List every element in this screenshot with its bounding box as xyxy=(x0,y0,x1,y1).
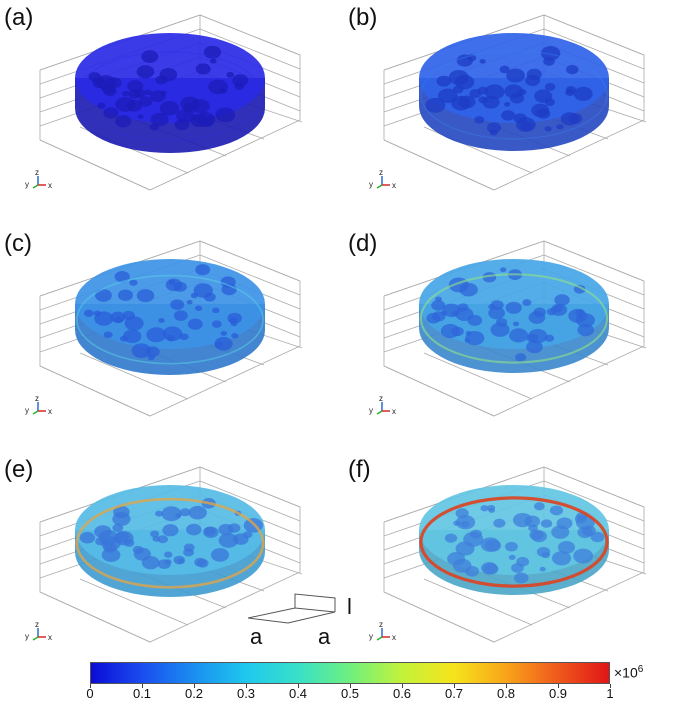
colorbar-tick-label: 0.3 xyxy=(236,686,256,701)
stress-rim xyxy=(419,273,609,364)
particle-spots xyxy=(79,498,264,570)
dim-label-a-right: a xyxy=(318,624,331,649)
y-axis-label: y xyxy=(25,406,29,415)
panel-c: x y z (c) xyxy=(0,226,344,438)
particle-spots xyxy=(444,502,605,584)
panel-label: (c) xyxy=(4,230,32,257)
disk-render-b: x yz xyxy=(369,14,647,191)
disk-render-d: x yz xyxy=(369,240,647,417)
colorbar-multiplier: ×106 xyxy=(614,664,643,681)
colorbar-tick-label: 1 xyxy=(606,686,614,701)
axes-triad: x yz xyxy=(369,620,396,642)
colorbar-tick-label: 0.1 xyxy=(132,686,152,701)
dim-label-l: l xyxy=(347,594,352,619)
multiplier-exponent: 6 xyxy=(637,664,644,675)
colorbar-tickmark xyxy=(402,684,403,688)
panel-label: (b) xyxy=(348,4,378,31)
panel-label: (d) xyxy=(348,230,378,257)
y-axis-label: y xyxy=(369,406,373,415)
axes-triad: x yz xyxy=(25,168,52,190)
disk-render-c: x yz xyxy=(25,240,303,417)
z-axis-label: z xyxy=(379,394,383,403)
disk-render-f: x yz xyxy=(369,466,647,643)
x-axis-label: x xyxy=(392,181,396,190)
dimension-sketch: a a l xyxy=(240,590,360,650)
disk-render-e: x yz xyxy=(25,466,303,643)
dimension-sketch-lines xyxy=(247,593,336,624)
axes-triad: x yz xyxy=(25,620,52,642)
x-axis-label: x xyxy=(48,633,52,642)
z-axis-label: z xyxy=(35,394,39,403)
x-axis-label: x xyxy=(392,407,396,416)
x-axis-label: x xyxy=(392,633,396,642)
colorbar-tick-label: 0.8 xyxy=(496,686,516,701)
colorbar-tick-label: 0.7 xyxy=(444,686,464,701)
stress-rim xyxy=(420,50,608,140)
dim-label-a-left: a xyxy=(250,624,263,649)
colorbar-tick-label: 0 xyxy=(86,686,94,701)
stress-rim xyxy=(75,497,265,589)
particle-spots xyxy=(88,45,249,131)
particle-spots xyxy=(425,46,593,136)
colorbar-tickmark xyxy=(350,684,351,688)
z-axis-label: z xyxy=(379,620,383,629)
particle-spots xyxy=(426,267,595,362)
stress-rim xyxy=(419,496,609,588)
axes-triad: x yz xyxy=(25,394,52,416)
colorbar xyxy=(90,662,610,684)
panel-label: (f) xyxy=(348,456,371,483)
multiplier-base: ×10 xyxy=(614,664,638,681)
y-axis-label: y xyxy=(369,632,373,641)
panel-label: (e) xyxy=(4,456,34,483)
particle-spots xyxy=(83,264,242,361)
axes-triad: x yz xyxy=(369,394,396,416)
z-axis-label: z xyxy=(379,168,383,177)
colorbar-tick-label: 0.5 xyxy=(340,686,360,701)
colorbar-tickmark xyxy=(90,684,91,688)
colorbar-tickmark xyxy=(506,684,507,688)
colorbar-tickmark xyxy=(298,684,299,688)
colorbar-tickmark xyxy=(142,684,143,688)
panel-f: x y z (f) xyxy=(344,452,688,664)
colorbar-tick-label: 0.9 xyxy=(548,686,568,701)
x-axis-label: x xyxy=(48,181,52,190)
y-axis-label: y xyxy=(25,180,29,189)
colorbar-tickmark xyxy=(246,684,247,688)
colorbar-tickmark xyxy=(454,684,455,688)
panel-e: x y z (e) xyxy=(0,452,344,664)
axes-triad: x yz xyxy=(369,168,396,190)
x-axis-label: x xyxy=(48,407,52,416)
y-axis-label: y xyxy=(25,632,29,641)
z-axis-label: z xyxy=(35,620,39,629)
panel-a: x y z (a) xyxy=(0,0,344,212)
panel-d: x y z (d) xyxy=(344,226,688,438)
stress-rim xyxy=(76,51,264,141)
colorbar-tick-label: 0.6 xyxy=(392,686,412,701)
colorbar-tickmark xyxy=(194,684,195,688)
panel-b: x y z (b) xyxy=(344,0,688,212)
colorbar-tick-label: 0.2 xyxy=(184,686,204,701)
panel-label: (a) xyxy=(4,4,34,31)
disk-render-a: x yz xyxy=(25,14,303,191)
stress-rim xyxy=(76,274,264,365)
z-axis-label: z xyxy=(35,168,39,177)
colorbar-tick-label: 0.4 xyxy=(288,686,308,701)
colorbar-tickmark xyxy=(558,684,559,688)
y-axis-label: y xyxy=(369,180,373,189)
colorbar-tickmark xyxy=(610,684,611,688)
